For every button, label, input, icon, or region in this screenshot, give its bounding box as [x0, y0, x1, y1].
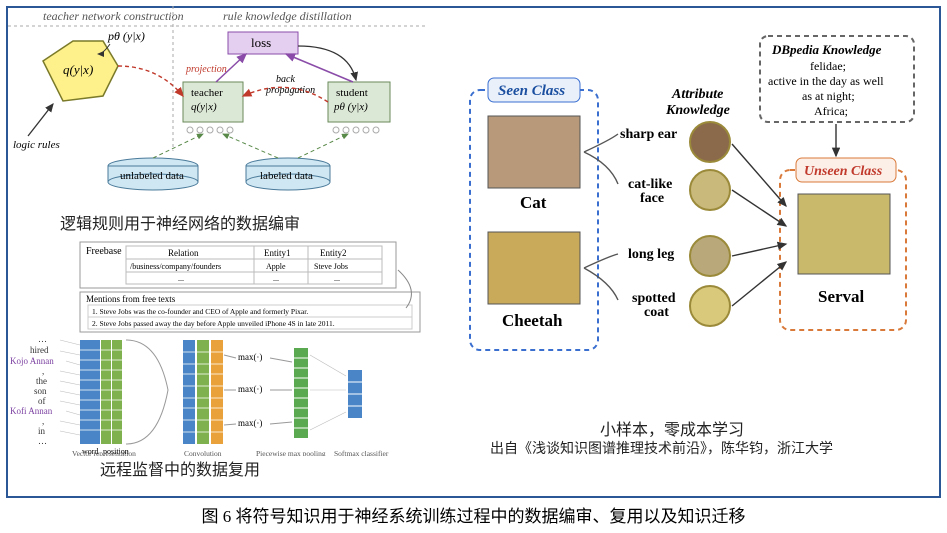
- th-e2: Entity2: [320, 248, 347, 258]
- td-e2: Steve Jobs: [314, 262, 348, 271]
- unlabeled-cylinder: unlabeled data: [108, 158, 198, 190]
- header-construction: teacher network construction: [43, 9, 184, 23]
- svg-text:son: son: [34, 386, 47, 396]
- stage-labels: Vector representation Convolution Piecew…: [72, 449, 389, 456]
- diagram-distant-supervision: Freebase Relation Entity1 Entity2 /busin…: [8, 240, 428, 456]
- diagram-zeroshot: Seen Class Cat Cheetah AttributeKnowledg…: [460, 30, 920, 410]
- dbpedia-title: DBpedia Knowledge: [771, 42, 882, 57]
- unseen-title: Unseen Class: [804, 164, 883, 179]
- student-l1: student: [336, 87, 368, 99]
- td-ell1: ...: [178, 274, 184, 283]
- svg-text:spottedcoat: spottedcoat: [632, 291, 676, 320]
- teacher-l1: teacher: [191, 87, 223, 99]
- th-e1: Entity1: [264, 248, 291, 258]
- zeroshot-caption-2: 出自《浅谈知识图谱推理技术前沿》，陈华钧，浙江大学: [490, 438, 833, 458]
- svg-text:,: ,: [42, 416, 44, 426]
- svg-text:…: …: [38, 436, 47, 446]
- svg-text:long leg: long leg: [628, 247, 674, 262]
- loss-label: loss: [251, 35, 271, 50]
- labeled-cylinder: labeled data: [246, 158, 330, 190]
- svg-text:hired: hired: [30, 345, 49, 355]
- dbpedia-l2: active in the day as well: [768, 74, 884, 88]
- freebase-label: Freebase: [86, 246, 122, 257]
- distillation-caption: 逻辑规则用于神经网络的数据编审: [60, 210, 300, 234]
- cat-label: Cat: [520, 193, 547, 212]
- td-e1: Apple: [266, 262, 286, 271]
- token-lines: [60, 340, 80, 435]
- zeroshot-caption-1: 小样本，零成本学习: [600, 416, 744, 440]
- seen-class-title: Seen Class: [498, 83, 565, 99]
- ptheta-label: pθ (y|x): [107, 29, 145, 43]
- serval-image: [798, 194, 890, 274]
- svg-text:,: ,: [42, 366, 44, 376]
- attr-title: AttributeKnowledge: [665, 87, 730, 118]
- max3: max(⋅): [238, 418, 262, 428]
- td-ell2: ...: [273, 274, 279, 283]
- student-l2: pθ (y|x): [333, 101, 368, 113]
- figure-caption: 图 6 将符号知识用于神经系统训练过程中的数据编审、复用以及知识迁移: [0, 502, 947, 527]
- td-ell3: ...: [334, 274, 340, 283]
- distant-sup-caption: 远程监督中的数据复用: [100, 456, 260, 480]
- vector-columns: [80, 340, 122, 444]
- svg-text:Piecewise max pooling: Piecewise max pooling: [256, 449, 326, 456]
- svg-text:sharp ear: sharp ear: [620, 127, 677, 142]
- hex-label: q(y|x): [63, 62, 93, 77]
- mention-1: 1. Steve Jobs was the co-founder and CEO…: [92, 307, 308, 316]
- svg-text:the: the: [36, 376, 47, 386]
- svg-text:Vector representation: Vector representation: [72, 449, 136, 456]
- serval-label: Serval: [818, 287, 865, 306]
- svg-text:in: in: [38, 426, 46, 436]
- labeled-label: labeled data: [260, 170, 313, 182]
- logic-rules-label: logic rules: [13, 139, 60, 151]
- teacher-nn-icon: [187, 127, 233, 133]
- student-nn-icon: [333, 127, 379, 133]
- svg-text:Kofi Annan: Kofi Annan: [10, 406, 53, 416]
- pooled-vec: [294, 348, 308, 438]
- cheetah-label: Cheetah: [502, 311, 563, 330]
- mentions-label: Mentions from free texts: [86, 294, 176, 304]
- conv-columns: [183, 340, 223, 444]
- max1: max(⋅): [238, 352, 262, 362]
- backprop-label: backpropagation: [265, 74, 315, 96]
- teacher-l2: q(y|x): [191, 101, 217, 113]
- svg-text:Kojo Annan: Kojo Annan: [10, 356, 54, 366]
- diagram-distillation: teacher network construction rule knowle…: [8, 6, 428, 206]
- cat-image: [488, 116, 580, 188]
- unlabeled-label: unlabeled data: [120, 170, 184, 182]
- th-relation: Relation: [168, 248, 199, 258]
- svg-text:cat-likeface: cat-likeface: [628, 177, 672, 206]
- dbpedia-l3: as at night;: [802, 89, 855, 103]
- svg-text:Softmax classifier: Softmax classifier: [334, 449, 389, 456]
- token-list: … hired Kojo Annan , the son of Kofi Ann…: [10, 334, 54, 446]
- projection-label: projection: [185, 64, 227, 75]
- svg-text:…: …: [38, 334, 47, 344]
- dbpedia-l4: Africa;: [814, 104, 848, 118]
- max2: max(⋅): [238, 384, 262, 394]
- svg-text:Convolution: Convolution: [184, 449, 222, 456]
- svg-text:of: of: [38, 396, 46, 406]
- header-distillation: rule knowledge distillation: [223, 9, 352, 23]
- td-rel: /business/company/founders: [130, 262, 221, 271]
- dbpedia-l1: felidae;: [810, 59, 846, 73]
- cheetah-image: [488, 232, 580, 304]
- attr-nodes: sharp ear cat-likeface long leg spottedc…: [620, 122, 730, 326]
- mention-2: 2. Steve Jobs passed away the day before…: [92, 319, 335, 328]
